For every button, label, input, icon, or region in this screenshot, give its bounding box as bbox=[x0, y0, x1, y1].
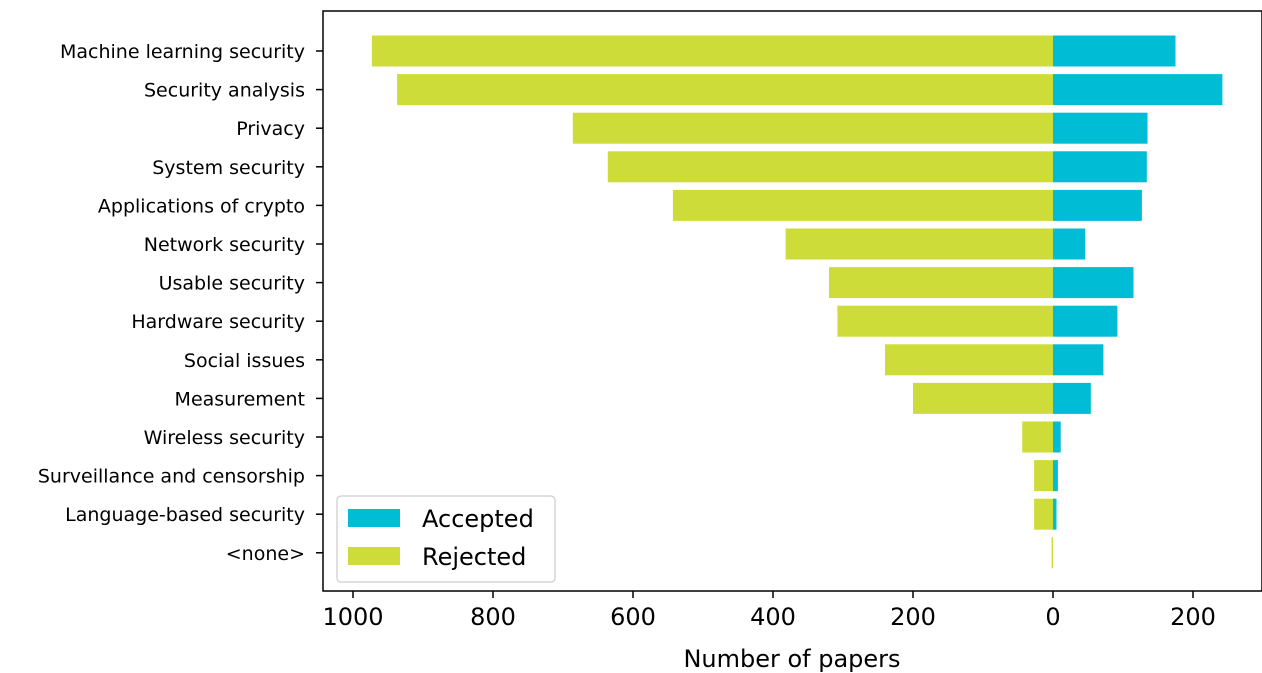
y-tick-label: Privacy bbox=[236, 118, 305, 140]
y-tick-label: System security bbox=[152, 157, 305, 179]
bar-rejected-row-12 bbox=[1034, 498, 1053, 530]
bar-accepted-row-0 bbox=[1053, 35, 1176, 67]
plot-frame bbox=[322, 10, 1262, 592]
y-tick-label: <none> bbox=[226, 543, 305, 565]
bar-accepted-row-9 bbox=[1053, 382, 1091, 414]
legend-accepted-swatch bbox=[348, 509, 400, 527]
bar-accepted-row-6 bbox=[1053, 267, 1134, 299]
y-tick-label: Measurement bbox=[175, 388, 305, 410]
y-tick-label: Hardware security bbox=[131, 311, 305, 333]
bar-rejected-row-6 bbox=[829, 267, 1053, 299]
x-tick-label: 800 bbox=[470, 603, 516, 631]
bar-accepted-row-5 bbox=[1053, 228, 1086, 260]
legend-rejected-label: Rejected bbox=[422, 543, 526, 571]
bar-rejected-row-10 bbox=[1022, 421, 1053, 453]
bar-rejected-row-7 bbox=[837, 305, 1053, 337]
bar-rejected-row-1 bbox=[397, 74, 1054, 106]
bar-accepted-row-11 bbox=[1053, 460, 1058, 492]
bar-accepted-row-4 bbox=[1053, 189, 1142, 221]
x-tick-label: 1000 bbox=[322, 603, 383, 631]
legend-accepted-label: Accepted bbox=[422, 505, 534, 533]
bar-rejected-row-11 bbox=[1034, 460, 1053, 492]
legend-rejected-swatch bbox=[348, 547, 400, 565]
y-tick-label: Applications of crypto bbox=[98, 195, 305, 217]
bar-accepted-row-2 bbox=[1053, 112, 1148, 144]
bars-layer bbox=[371, 35, 1223, 569]
bar-rejected-row-3 bbox=[607, 151, 1053, 183]
legend: Accepted Rejected bbox=[336, 495, 556, 583]
x-tick-label: 0 bbox=[1045, 603, 1060, 631]
y-tick-label: Wireless security bbox=[144, 427, 305, 449]
y-tick-label: Usable security bbox=[159, 273, 305, 295]
y-tick-label: Machine learning security bbox=[60, 41, 305, 63]
y-tick-label: Social issues bbox=[184, 350, 305, 372]
bar-rejected-row-2 bbox=[572, 112, 1053, 144]
y-tick-label: Surveillance and censorship bbox=[38, 466, 305, 488]
bar-accepted-row-1 bbox=[1053, 74, 1223, 106]
bar-rejected-row-5 bbox=[785, 228, 1053, 260]
x-tick-label: 400 bbox=[750, 603, 796, 631]
bar-rejected-row-4 bbox=[672, 189, 1053, 221]
bar-accepted-row-3 bbox=[1053, 151, 1147, 183]
bar-rejected-row-9 bbox=[913, 382, 1053, 414]
y-tick-label: Language-based security bbox=[65, 504, 305, 526]
x-tick-label: 600 bbox=[610, 603, 656, 631]
x-axis: 1000 800 600 400 200 0 200 bbox=[322, 591, 1216, 631]
x-axis-title: Number of papers bbox=[683, 645, 900, 673]
y-tick-label: Network security bbox=[144, 234, 305, 256]
bar-accepted-row-10 bbox=[1053, 421, 1061, 453]
bar-rejected-row-13 bbox=[1051, 537, 1053, 569]
bar-rejected-row-8 bbox=[885, 344, 1053, 376]
y-tick-label: Security analysis bbox=[144, 80, 305, 102]
bar-rejected-row-0 bbox=[371, 35, 1053, 67]
x-tick-label: 200 bbox=[890, 603, 936, 631]
y-axis: Machine learning security Security analys… bbox=[38, 41, 323, 565]
x-tick-label: 200 bbox=[1170, 603, 1216, 631]
bar-accepted-row-12 bbox=[1053, 498, 1057, 530]
bar-accepted-row-7 bbox=[1053, 305, 1118, 337]
bar-accepted-row-8 bbox=[1053, 344, 1104, 376]
